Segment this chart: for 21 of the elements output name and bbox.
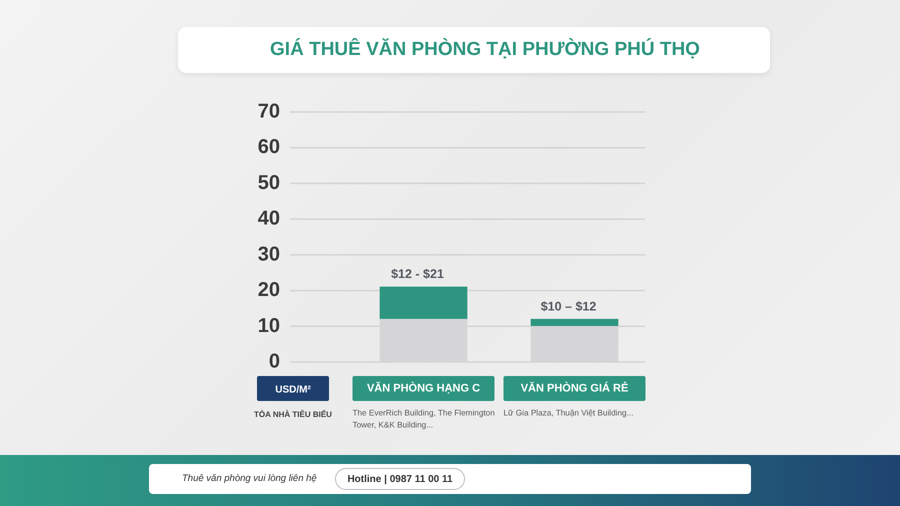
text: TÒA NHÀ TIÊU BIỂU	[254, 409, 332, 420]
bar	[530, 318, 618, 327]
annotation: $10 – $12	[540, 299, 596, 314]
x-tick-label: VĂN PHÒNG GIÁ RẺ	[520, 382, 628, 395]
y-tick-label: 30	[258, 243, 280, 266]
y-tick-label: 10	[258, 314, 280, 337]
text: Hotline | 0987 11 00 11	[335, 468, 465, 490]
text: Thuê văn phòng vui lòng liên hệ	[182, 473, 317, 484]
y-tick-label: 0	[268, 350, 280, 373]
bar	[380, 286, 468, 320]
y-axis-title: USD/M²	[275, 384, 312, 396]
y-tick-label: 60	[258, 136, 280, 158]
y-tick-label: 50	[258, 172, 280, 194]
text: The EverRich Building, The Flemington Tower, K&K Building...	[352, 408, 496, 430]
y-tick-label: 40	[258, 208, 280, 230]
y-tick-label: 20	[258, 279, 280, 302]
x-tick-label: VĂN PHÒNG HẠNG C	[366, 382, 480, 395]
annotation: $12 - $21	[391, 267, 444, 282]
text: Lữ Gia Plaza, Thuận Việt Building...	[504, 408, 634, 418]
chart-title: GIÁ THUÊ VĂN PHÒNG TẠI PHƯỜNG PHÚ THỌ	[269, 39, 700, 61]
y-tick-label: 70	[258, 100, 280, 123]
